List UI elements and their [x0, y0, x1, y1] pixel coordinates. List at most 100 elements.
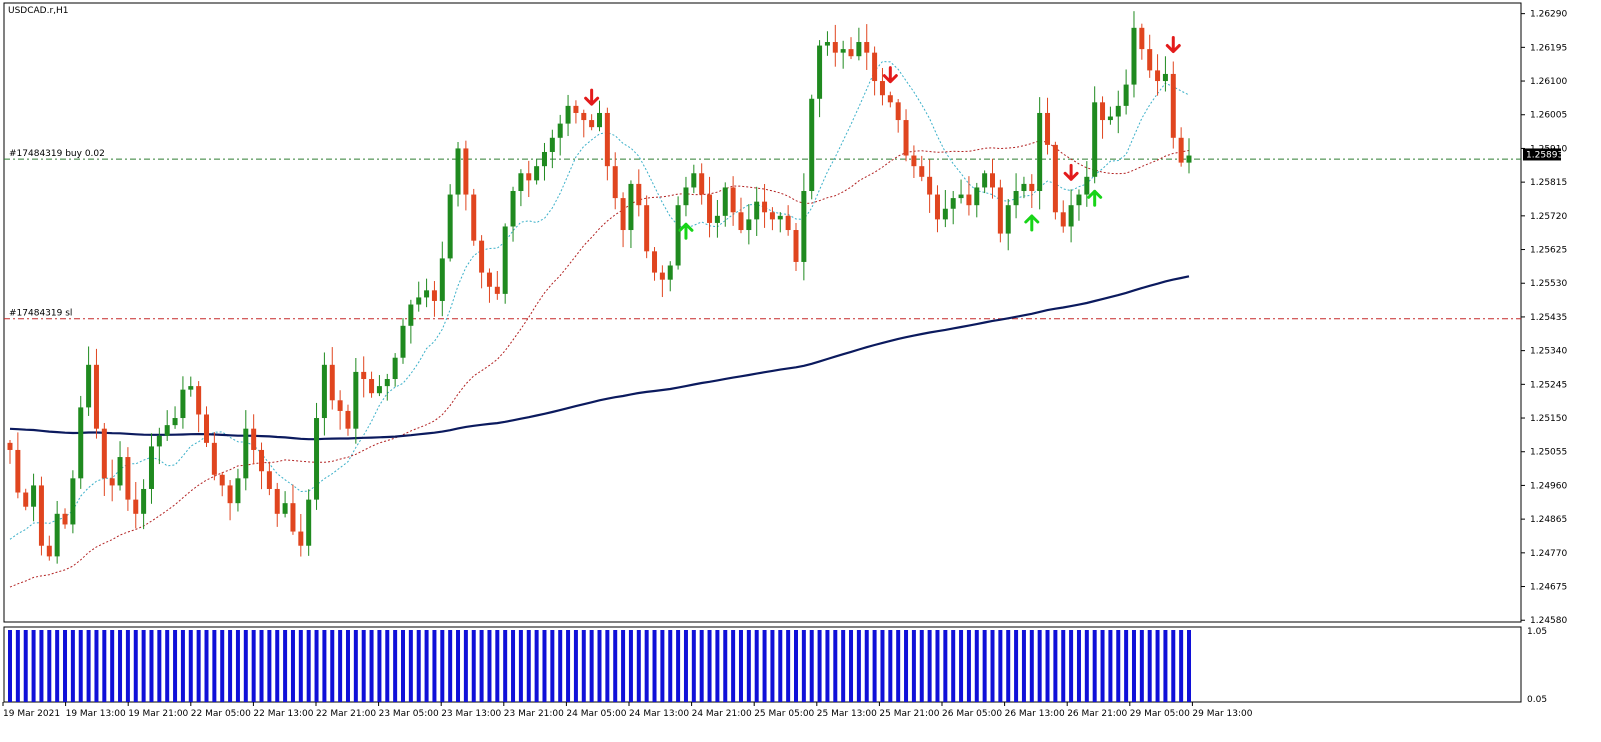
indicator-bar — [723, 630, 728, 702]
candle-bull — [1186, 155, 1192, 163]
candle-bear — [1029, 183, 1035, 192]
indicator-bar — [1100, 630, 1105, 702]
current-price-label: 1.25893 — [1526, 150, 1563, 160]
indicator-bar — [1069, 630, 1074, 702]
indicator-bar — [919, 630, 924, 702]
indicator-bar — [589, 630, 594, 702]
candle-bull — [714, 215, 720, 223]
indicator-bar — [573, 630, 578, 702]
candle-bull — [754, 201, 760, 220]
candle-bear — [1139, 27, 1145, 50]
candle-bull — [243, 428, 249, 479]
indicator-bar — [63, 630, 68, 702]
price-tick-label: 1.25340 — [1530, 347, 1567, 357]
indicator-bar — [794, 630, 798, 702]
candle-bear — [644, 205, 650, 252]
candle-bear — [1100, 102, 1106, 121]
indicator-bar — [243, 630, 248, 702]
candle-bull — [86, 364, 92, 408]
candle-bear — [227, 485, 233, 504]
indicator-bar — [487, 630, 492, 702]
candle-bull — [400, 325, 406, 358]
indicator-bar — [369, 630, 374, 702]
indicator-bar — [401, 630, 405, 702]
indicator-bar — [801, 630, 806, 702]
sell-signal-arrow — [1165, 36, 1181, 54]
sell-signal-arrow — [882, 66, 898, 84]
indicator-bar — [809, 630, 814, 702]
indicator-bar — [715, 630, 720, 702]
indicator-bar — [1155, 630, 1160, 702]
candle-bull — [801, 191, 807, 262]
candle-bear — [23, 492, 29, 507]
candle-bull — [172, 418, 178, 426]
candle-bull — [408, 304, 414, 326]
time-tick-label: 22 Mar 13:00 — [253, 709, 313, 719]
candle-bear — [769, 212, 775, 220]
candle-bear — [494, 286, 500, 294]
indicator-bar — [825, 630, 830, 702]
candle-bull — [148, 446, 154, 489]
candle-bull — [1021, 183, 1027, 192]
candle-bear — [211, 442, 217, 475]
candle-bear — [290, 503, 296, 532]
indicator-bar — [550, 630, 555, 702]
candle-bull — [746, 219, 752, 231]
indicator-bar — [676, 630, 681, 702]
candle-bull — [1084, 176, 1090, 195]
indicator-bar — [511, 630, 516, 702]
sell-signal-arrow — [1063, 163, 1079, 181]
candle-bull — [510, 191, 516, 227]
indicator-bar — [290, 630, 295, 702]
indicator-bar — [904, 630, 909, 702]
indicator-bar — [118, 630, 123, 702]
candle-bull — [70, 478, 76, 525]
candle-bear — [298, 531, 304, 546]
indicator-bar — [1021, 630, 1026, 702]
indicator-bar — [338, 630, 343, 702]
candle-bear — [895, 102, 901, 121]
indicator-bar — [15, 630, 20, 702]
indicator-bar — [856, 630, 861, 702]
indicator-bar — [982, 630, 987, 702]
indicator-bar — [652, 630, 657, 702]
indicator-bar — [1076, 630, 1081, 702]
indicator-bar — [306, 630, 311, 702]
candle-bear — [581, 112, 587, 121]
indicator-bar — [385, 630, 390, 702]
price-tick-label: 1.25815 — [1530, 178, 1567, 188]
indicator-bar — [1116, 630, 1121, 702]
indicator-bar — [314, 630, 319, 702]
candle-bear — [431, 290, 437, 301]
indicator-bar — [94, 630, 99, 702]
candle-bear — [927, 176, 933, 195]
indicator-bar — [78, 630, 83, 702]
indicator-bar — [1053, 630, 1058, 702]
price-tick-label: 1.26195 — [1530, 43, 1567, 53]
candle-bull — [541, 151, 547, 167]
indicator-bar — [966, 630, 971, 702]
indicator-bar — [432, 630, 437, 702]
candle-bull — [557, 123, 563, 138]
indicator-bar — [691, 630, 696, 702]
candle-bear — [369, 379, 375, 394]
candle-bear — [46, 545, 52, 557]
candle-bear — [15, 449, 21, 493]
indicator-bar — [935, 630, 940, 702]
indicator-bar — [495, 630, 500, 702]
indicator-bar — [149, 630, 154, 702]
indicator-bar — [558, 630, 563, 702]
price-tick-label: 1.24675 — [1530, 583, 1567, 593]
indicator-bar — [683, 630, 688, 702]
candle-bear — [1155, 70, 1161, 82]
indicator-bar — [503, 630, 508, 702]
candle-bear — [903, 120, 909, 156]
indicator-bar — [141, 630, 146, 702]
indicator-bar — [699, 630, 704, 702]
indicator-bar — [613, 630, 618, 702]
indicator-bar — [786, 630, 791, 702]
candle-bull — [824, 42, 830, 46]
candle-bull — [840, 49, 846, 53]
candle-bear — [1060, 212, 1066, 227]
